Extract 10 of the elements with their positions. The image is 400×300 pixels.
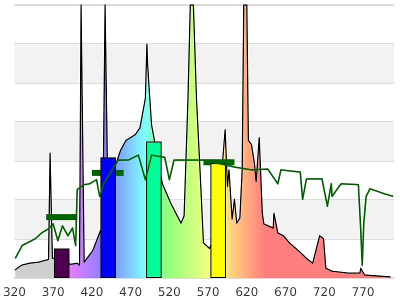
x-tick-label: 570 bbox=[196, 285, 220, 299]
x-tick-label: 320 bbox=[3, 285, 26, 299]
x-tick-label: 470 bbox=[119, 285, 142, 299]
x-tick-label: 370 bbox=[42, 285, 65, 299]
x-tick-label: 520 bbox=[158, 285, 181, 299]
x-tick-label: 620 bbox=[235, 285, 258, 299]
x-tick-label: 420 bbox=[80, 285, 104, 299]
x-tick-label: 770 bbox=[352, 285, 374, 299]
x-tick-label: 670 bbox=[274, 285, 298, 299]
x-tick-label: 720 bbox=[312, 285, 336, 299]
